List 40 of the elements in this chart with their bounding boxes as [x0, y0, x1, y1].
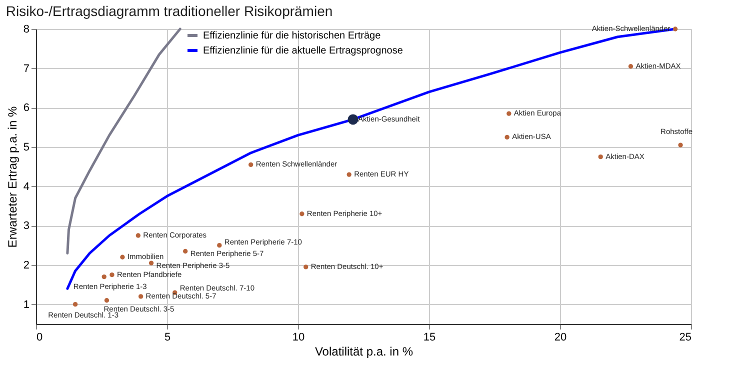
point [300, 212, 304, 216]
legend-label: Effizienzlinie für die historischen Erträge [203, 30, 382, 42]
point [248, 162, 254, 168]
point [120, 254, 125, 260]
point [148, 260, 154, 266]
point [102, 274, 106, 280]
x-tick-label: 20 [554, 332, 567, 344]
x-tick-label: 25 [679, 332, 692, 344]
point [348, 114, 358, 125]
y-tick-label: 1 [23, 298, 30, 311]
point [598, 154, 603, 160]
y-tick-label: 7 [23, 62, 30, 75]
x-axis-title: Volatilität p.a. in % [314, 344, 414, 358]
point [672, 26, 678, 32]
x-tick-label: 0 [36, 332, 43, 344]
y-axis-title: Erwarteter Ertrag p.a. in % [5, 106, 20, 248]
y-tick-label: 3 [23, 220, 30, 232]
x-tick-label: 10 [292, 332, 305, 344]
point [678, 142, 683, 148]
x-tick-label: 5 [164, 332, 171, 344]
point [504, 134, 510, 140]
y-tick-label: 6 [23, 102, 30, 114]
y-tick-label: 2 [23, 260, 30, 272]
y-tick-label: 8 [23, 24, 30, 36]
x-tick-label: 15 [423, 332, 436, 344]
chart-title: Risiko-/Ertragsdiagramm traditioneller Risikoprämien [6, 3, 333, 19]
point [110, 272, 114, 278]
point [72, 302, 78, 307]
point [628, 64, 634, 69]
point [136, 233, 141, 238]
point [304, 264, 308, 270]
point [138, 294, 144, 299]
legend-label: Effizienzlinie für die aktuelle Ertragsprognose [203, 46, 404, 56]
point [217, 242, 222, 248]
y-tick-label: 5 [23, 142, 30, 154]
point [506, 111, 512, 116]
point [104, 298, 110, 303]
y-tick-label: 4 [23, 180, 30, 193]
point [182, 248, 188, 254]
point [346, 172, 352, 177]
